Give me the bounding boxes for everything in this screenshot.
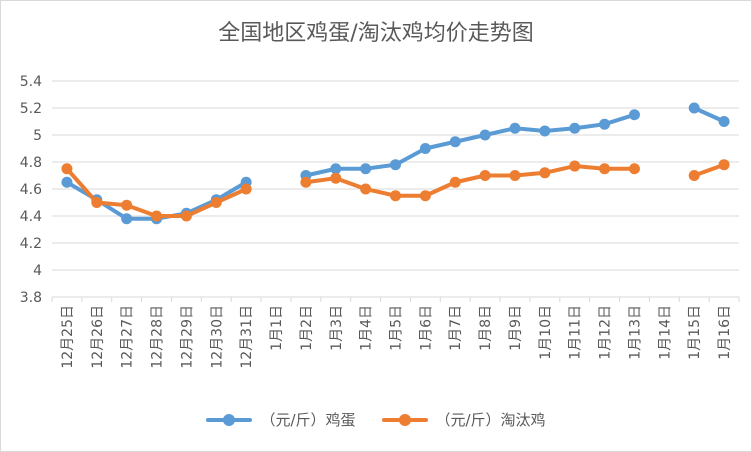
y-tick-label: 5.4 — [20, 74, 42, 90]
data-point-series-1 — [509, 170, 521, 181]
legend-item-culled-hens: （元/斤）淘汰鸡 — [381, 409, 546, 430]
y-tick-label: 4.2 — [20, 236, 42, 252]
x-tick-label: 12月25日 — [60, 305, 76, 369]
x-tick-label: 1月16日 — [717, 305, 733, 360]
y-tick-label: 4.4 — [20, 209, 42, 225]
x-tick-label: 1月14日 — [657, 305, 673, 360]
data-point-series-1 — [539, 167, 551, 179]
legend-label-eggs: （元/斤）鸡蛋 — [260, 411, 356, 429]
legend-label-culled-hens: （元/斤）淘汰鸡 — [435, 411, 546, 429]
x-tick-label: 1月8日 — [478, 305, 494, 351]
data-point-series-1 — [61, 163, 73, 175]
x-tick-label: 1月6日 — [418, 305, 434, 351]
x-tick-label: 1月1日 — [269, 305, 285, 351]
data-point-series-0 — [479, 129, 491, 141]
data-point-series-0 — [121, 213, 133, 225]
y-tick-label: 4 — [33, 263, 42, 279]
data-point-series-0 — [718, 116, 730, 127]
x-tick-label: 1月7日 — [448, 305, 464, 351]
data-point-series-0 — [419, 143, 431, 154]
data-point-series-0 — [539, 125, 551, 137]
x-tick-label: 1月13日 — [627, 305, 643, 360]
x-tick-label: 12月28日 — [150, 305, 166, 369]
y-tick-label: 5.2 — [20, 101, 42, 117]
x-tick-label: 1月9日 — [508, 305, 524, 351]
x-tick-label: 1月3日 — [329, 305, 345, 351]
data-point-series-1 — [151, 210, 163, 222]
data-point-series-1 — [390, 190, 401, 202]
x-tick-label: 1月12日 — [598, 305, 614, 360]
data-point-series-1 — [300, 176, 312, 188]
data-point-series-1 — [210, 197, 222, 208]
y-tick-label: 4.8 — [20, 155, 42, 171]
line-chart: 3.8 4 4.2 4.4 4.6 4.8 5 5.2 5.4 12月25日 12月26日 12月27… — [20, 74, 740, 369]
legend-swatch-eggs — [206, 413, 253, 427]
chart-legend: （元/斤）鸡蛋 （元/斤）淘汰鸡 — [1, 409, 751, 430]
data-point-series-0 — [390, 159, 401, 171]
data-point-series-0 — [61, 176, 73, 188]
data-point-series-1 — [330, 172, 342, 184]
legend-item-eggs: （元/斤）鸡蛋 — [206, 409, 356, 430]
legend-swatch-culled-hens — [381, 413, 428, 427]
data-point-series-0 — [688, 102, 700, 114]
data-point-series-0 — [330, 163, 342, 175]
data-point-series-1 — [360, 183, 372, 195]
x-tick-label: 1月15日 — [687, 305, 703, 360]
data-point-series-1 — [569, 160, 581, 172]
x-tick-label: 1月10日 — [538, 305, 554, 360]
x-tick-label: 12月26日 — [90, 305, 106, 369]
data-point-series-1 — [628, 163, 640, 175]
data-point-series-1 — [479, 170, 491, 181]
y-tick-label: 5 — [33, 128, 42, 144]
data-point-series-1 — [180, 210, 192, 222]
data-point-series-0 — [449, 136, 461, 148]
y-tick-label: 3.8 — [20, 290, 42, 306]
x-tick-label: 1月11日 — [568, 305, 584, 360]
data-point-series-1 — [688, 170, 700, 181]
data-point-series-0 — [569, 122, 581, 134]
chart-title: 全国地区鸡蛋/淘汰鸡均价走势图 — [218, 21, 534, 46]
data-point-series-1 — [91, 197, 103, 208]
data-point-series-1 — [449, 176, 461, 188]
x-tick-label: 12月31日 — [239, 305, 255, 369]
x-tick-label: 12月27日 — [120, 305, 136, 369]
series-line-1 — [64, 166, 249, 218]
x-tick-label: 12月30日 — [209, 305, 225, 369]
data-point-series-0 — [628, 109, 640, 121]
data-point-series-0 — [509, 122, 521, 134]
data-point-series-1 — [718, 159, 730, 171]
x-tick-label: 1月4日 — [359, 305, 375, 351]
y-tick-label: 4.6 — [20, 182, 42, 198]
data-point-series-0 — [360, 163, 372, 175]
data-point-series-1 — [419, 190, 431, 202]
data-point-series-1 — [121, 199, 133, 211]
data-point-series-1 — [599, 163, 611, 175]
data-point-series-1 — [240, 183, 252, 195]
data-point-series-0 — [599, 118, 611, 130]
x-tick-label: 1月2日 — [299, 305, 315, 351]
x-tick-label: 12月29日 — [179, 305, 195, 369]
x-tick-label: 1月5日 — [389, 305, 405, 351]
